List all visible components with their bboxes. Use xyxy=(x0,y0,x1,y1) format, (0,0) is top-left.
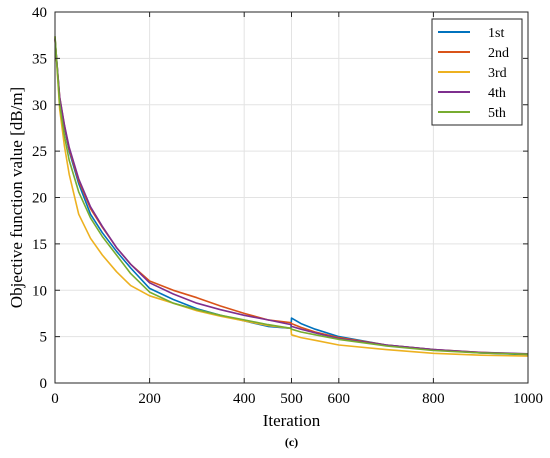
legend-label-5th: 5th xyxy=(488,106,506,121)
y-tick-label: 5 xyxy=(40,330,48,346)
y-tick-label: 0 xyxy=(40,376,48,392)
x-tick-label: 0 xyxy=(51,391,59,407)
series-line-3rd xyxy=(54,36,529,357)
y-tick-label: 15 xyxy=(32,237,47,253)
series-line-5th xyxy=(54,36,529,355)
x-tick-label: 200 xyxy=(138,391,161,407)
x-tick-label: 600 xyxy=(328,391,351,407)
figure-caption: (c) xyxy=(285,435,298,449)
x-tick-label: 500 xyxy=(280,391,303,407)
axis-ticks: 0 200 400 500 600 800 1000 0 5 10 15 20 25 30 35 40 xyxy=(32,5,543,407)
plot-lines xyxy=(54,36,529,357)
y-tick-label: 30 xyxy=(32,98,47,114)
x-tick-label: 1000 xyxy=(513,391,543,407)
y-tick-label: 10 xyxy=(32,283,47,299)
legend-label-1st: 1st xyxy=(488,26,504,41)
y-tick-label: 20 xyxy=(32,191,47,207)
legend: 1st 2nd 3rd 4th 5th xyxy=(431,18,523,126)
y-axis-label: Objective function value [dB/m] xyxy=(7,87,26,308)
y-tick-label: 35 xyxy=(32,51,47,67)
legend-label-2nd: 2nd xyxy=(488,46,509,61)
x-axis-label: Iteration xyxy=(263,411,321,430)
x-tick-label: 800 xyxy=(422,391,445,407)
series-line-4th xyxy=(54,38,529,355)
x-tick-label: 400 xyxy=(233,391,256,407)
legend-label-4th: 4th xyxy=(488,86,506,101)
legend-label-3rd: 3rd xyxy=(488,66,507,81)
y-tick-label: 25 xyxy=(32,144,47,160)
y-tick-label: 40 xyxy=(32,5,47,21)
